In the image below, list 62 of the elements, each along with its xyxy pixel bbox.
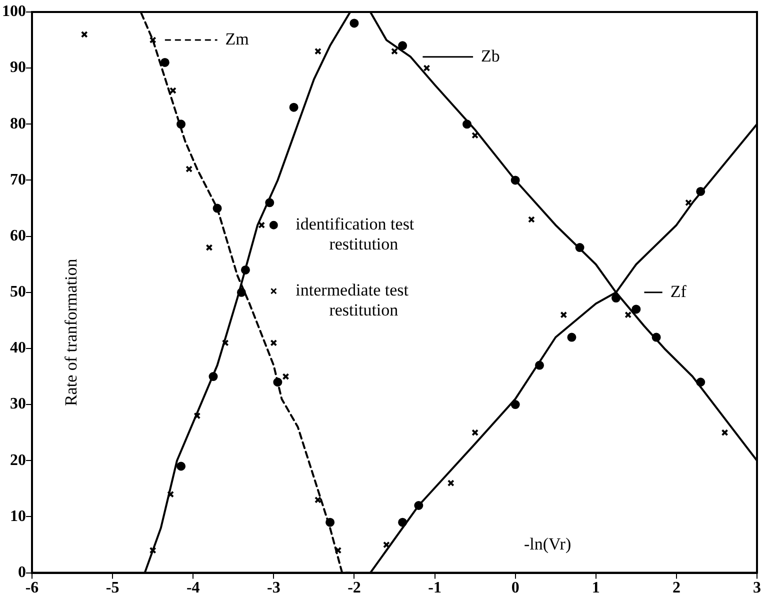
point — [170, 87, 176, 94]
legend-label: intermediate test restitution — [296, 280, 409, 320]
point — [149, 36, 156, 44]
y-tick-label: 90 — [10, 59, 26, 76]
x-tick-label: -4 — [186, 580, 200, 597]
point — [186, 166, 193, 172]
x-tick-label: -6 — [25, 580, 39, 597]
point — [472, 429, 479, 436]
point — [160, 58, 170, 67]
x-tick-label: -2 — [348, 580, 361, 597]
point — [560, 311, 568, 318]
x-axis-title: -ln(Vr) — [524, 534, 572, 554]
point — [270, 339, 278, 346]
x-tick-label: 3 — [753, 580, 761, 597]
y-tick-label: 30 — [10, 396, 26, 413]
point — [423, 64, 430, 72]
legend-label: Zf — [670, 282, 687, 301]
legend-label: Zm — [225, 30, 249, 49]
x-tick-label: -3 — [267, 580, 280, 597]
x-tick-label: -1 — [428, 580, 442, 597]
point — [314, 496, 322, 504]
x-tick-label: -5 — [106, 580, 120, 597]
x-tick-label: 1 — [592, 580, 600, 597]
y-tick-label: 100 — [2, 3, 26, 20]
point — [382, 541, 390, 548]
y-tick-label: 70 — [10, 171, 26, 188]
point — [447, 480, 454, 487]
legend-label: Zb — [481, 46, 500, 66]
y-tick-label: 20 — [10, 452, 26, 469]
point — [472, 132, 479, 139]
point — [194, 412, 201, 420]
point — [398, 41, 408, 50]
y-axis-title: Rate of tranformation — [61, 258, 80, 406]
point — [206, 244, 213, 252]
x-tick-label: 2 — [672, 580, 680, 597]
y-tick-label: 50 — [10, 284, 26, 301]
point — [567, 332, 576, 342]
point — [167, 490, 174, 498]
point — [391, 48, 398, 55]
point — [350, 18, 359, 28]
y-tick-label: 10 — [10, 508, 26, 525]
point — [149, 546, 156, 554]
point — [314, 48, 322, 55]
point — [176, 462, 186, 471]
legend-label: identification test restitution — [296, 214, 414, 254]
y-tick-label: 0 — [18, 564, 26, 581]
point — [80, 30, 88, 38]
y-tick-label: 80 — [10, 115, 26, 132]
point — [624, 311, 632, 318]
point — [258, 222, 266, 229]
y-tick-label: 60 — [10, 227, 26, 244]
point — [721, 429, 728, 436]
point — [510, 400, 520, 410]
point — [222, 339, 229, 346]
x-tick-label: 0 — [511, 580, 520, 597]
point — [282, 373, 290, 380]
point — [289, 102, 298, 112]
point — [334, 546, 342, 554]
point — [528, 216, 535, 223]
y-tick-label: 40 — [10, 340, 26, 357]
point — [685, 199, 692, 206]
point — [632, 304, 641, 314]
